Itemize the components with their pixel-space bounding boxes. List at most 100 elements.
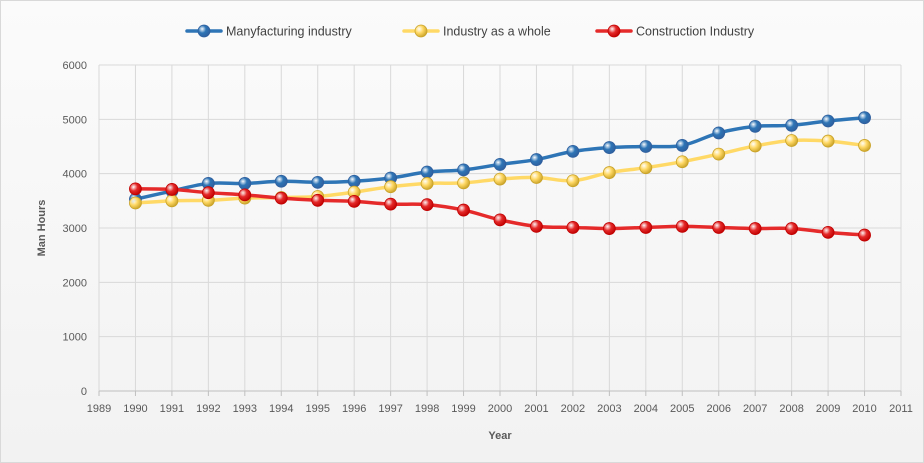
data-point [821,114,835,128]
data-point [712,126,726,140]
series-group [129,111,871,242]
y-tick-label: 0 [81,386,87,398]
legend-marker [607,24,621,38]
x-tick-label: 2011 [889,403,913,415]
x-tick-label: 1998 [415,403,439,415]
x-tick-label: 2006 [706,403,730,415]
legend-marker [197,24,211,38]
legend-label: Construction Industry [636,25,755,39]
x-tick-label: 1991 [160,403,184,415]
data-point [566,221,580,234]
data-point [748,119,762,133]
data-point [748,222,762,235]
data-point [675,139,689,152]
data-point [785,222,799,235]
data-point [530,153,543,166]
data-point [274,191,288,205]
y-tick-label: 3000 [63,223,87,235]
data-point [821,225,835,239]
x-tick-label: 2010 [852,403,876,415]
x-tick-label: 2009 [816,403,840,415]
data-point [238,177,252,190]
data-point [712,147,726,161]
data-point [639,161,653,175]
data-point [165,183,179,196]
legend-item: Industry as a whole [402,24,551,39]
legend-marker [414,24,428,38]
data-point [274,174,288,188]
data-point [311,193,325,207]
data-point [457,163,470,177]
data-point [129,196,142,210]
x-axis-title: Year [488,430,512,442]
data-point [530,219,543,233]
x-tick-label: 2001 [524,403,548,415]
data-point [420,177,434,190]
data-point [821,134,835,148]
data-point [748,139,762,153]
x-tick-label: 1993 [233,403,257,415]
x-tick-label: 1990 [123,403,147,415]
x-tick-label: 1997 [378,403,402,415]
legend-item: Manyfacturing industry [185,24,353,39]
legend-label: Manyfacturing industry [226,25,353,39]
x-tick-label: 2000 [488,403,512,415]
x-tick-label: 1999 [451,403,475,415]
data-point [201,186,215,200]
legend: Manyfacturing industry Industry as a whol… [185,24,755,39]
series-industry-as-a-whole [129,134,871,210]
data-point [457,176,470,190]
data-point [129,182,142,196]
x-tick-label: 1996 [342,403,366,415]
data-point [639,140,653,153]
x-tick-label: 2003 [597,403,621,415]
data-point [493,213,507,227]
legend-item: Construction Industry [595,24,755,39]
series-manyfacturing-industry [129,111,871,206]
y-tick-label: 6000 [63,60,87,72]
data-point [493,158,507,171]
data-point [238,188,252,202]
data-point [675,219,689,233]
data-point [858,111,871,125]
data-point [347,194,361,208]
data-point [785,118,799,132]
data-point [602,141,616,154]
x-tick-label: 1995 [305,403,329,415]
y-axis-title: Man Hours [36,200,48,257]
data-point [639,221,653,234]
x-tick-label: 2008 [779,403,803,415]
x-tick-label: 2007 [743,403,767,415]
data-point [566,174,580,188]
data-point [420,198,434,212]
data-point [493,172,507,186]
data-point [311,175,325,189]
x-tick-label: 1989 [87,403,111,415]
x-tick-label: 2004 [634,403,658,415]
y-tick-label: 5000 [63,114,87,126]
axes: 0 1000 2000 3000 4000 5000 6000 1989 1990 1991 199… [63,60,913,415]
data-point [712,221,726,234]
data-point [530,171,543,184]
data-point [602,222,616,235]
data-point [675,155,689,169]
y-tick-label: 4000 [63,169,87,181]
data-point [602,166,616,179]
data-point [566,144,580,158]
data-point [347,174,361,188]
x-tick-label: 2005 [670,403,694,415]
y-tick-label: 2000 [63,277,87,289]
data-point [384,197,398,211]
data-point [420,165,434,179]
data-point [457,203,470,217]
x-tick-label: 2002 [561,403,585,415]
y-tick-label: 1000 [63,332,87,344]
data-point [858,139,871,152]
data-point [165,194,179,208]
data-point [384,180,398,194]
legend-label: Industry as a whole [443,25,551,39]
series-construction-industry [129,182,871,242]
data-point [785,134,799,147]
